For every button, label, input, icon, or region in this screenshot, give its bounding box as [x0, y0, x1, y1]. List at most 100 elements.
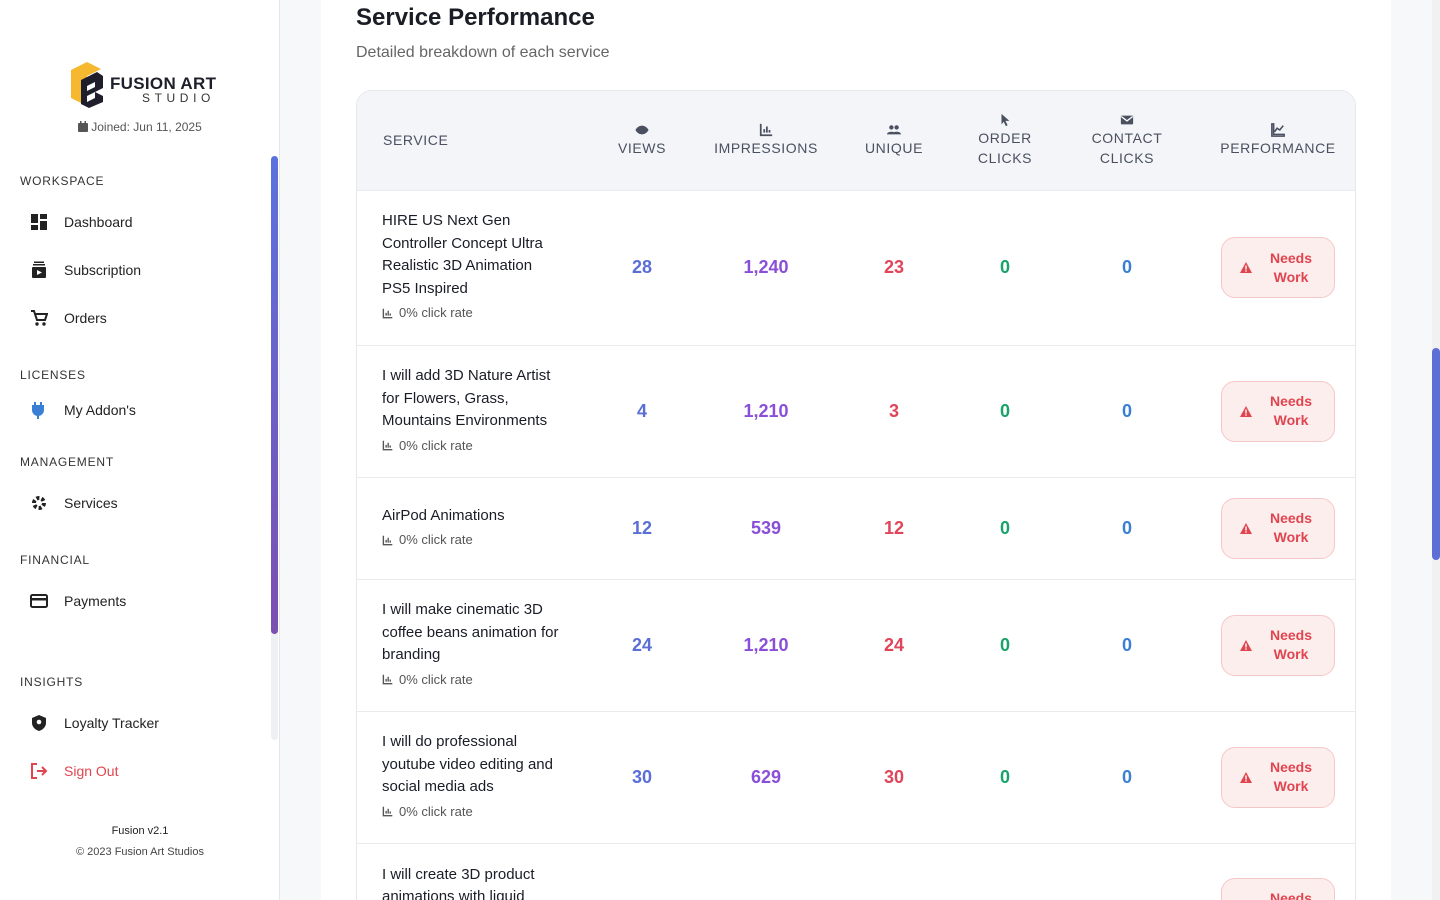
section-title: FINANCIAL	[20, 553, 90, 567]
nav-label: Services	[64, 495, 118, 511]
nav-label: Dashboard	[64, 214, 133, 230]
unique-value: 24	[883, 634, 905, 655]
order-clicks-value: 0	[999, 257, 1010, 277]
column-header-label: PERFORMANCE	[1220, 139, 1336, 156]
status-badge: Needs Work	[1221, 380, 1335, 442]
section-title: LICENSES	[20, 368, 86, 382]
metric-cell: 0	[1053, 344, 1201, 477]
impressions-value: 1,240	[743, 257, 789, 277]
metric-cell: 0	[1053, 189, 1201, 345]
order-clicks-value: 0	[999, 634, 1010, 655]
table-row: I will do professional youtube video edi…	[357, 710, 1355, 843]
column-header-label: VIEWS	[617, 139, 667, 156]
metric-cell: 0	[957, 476, 1053, 579]
column-header: CONTACT CLICKS	[1053, 91, 1201, 190]
metric-cell: 24	[583, 578, 701, 711]
status-label: Needs Work	[1269, 627, 1313, 662]
nav-label: Payments	[64, 593, 127, 609]
section-title: INSIGHTS	[20, 675, 84, 689]
column-header: PERFORMANCE	[1201, 91, 1355, 190]
column-header-label: ORDER CLICKS	[977, 129, 1033, 166]
joined-text: Joined: Jun 11, 2025	[91, 120, 202, 134]
metric-cell: 0	[957, 344, 1053, 477]
metric-cell	[957, 842, 1053, 900]
logo-sub: STUDIO	[142, 91, 215, 105]
status-label: Needs Work	[1269, 759, 1313, 794]
table-row: I will make cinematic 3D coffee beans an…	[357, 578, 1355, 711]
column-header-label: IMPRESSIONS	[714, 139, 818, 156]
performance-table: SERVICE VIEWS IMPRESSIONS UNIQUE ORDER CLICK…	[357, 91, 1355, 900]
performance-cell: Needs Work	[1201, 710, 1355, 843]
status-badge: Needs Work	[1221, 746, 1335, 808]
nav-item[interactable]: Subscription	[30, 258, 141, 282]
nav-item[interactable]: Payments	[30, 589, 126, 613]
views-value: 28	[631, 257, 653, 277]
click-rate-text: 0% click rate	[399, 803, 473, 819]
version: Fusion v2.1	[111, 825, 169, 837]
section-subtitle: Detailed breakdown of each service	[356, 44, 610, 61]
table-row: I will add 3D Nature Artist for Flowers,…	[357, 344, 1355, 477]
unique-value: 12	[883, 517, 905, 538]
nav-label: Orders	[64, 310, 107, 326]
status-label: Needs Work	[1269, 510, 1313, 545]
metric-cell: 0	[1053, 710, 1201, 843]
click-rate-text: 0% click rate	[399, 532, 473, 547]
views-value: 30	[631, 766, 653, 787]
service-cell: I will do professional youtube video edi…	[357, 710, 583, 843]
status-label: Needs Work	[1269, 393, 1313, 428]
metric-cell: 3	[831, 344, 957, 477]
impressions-value: 1,210	[743, 400, 789, 421]
nav-item[interactable]: My Addon's	[30, 398, 136, 422]
service-cell: I will create 3D product animations with…	[357, 842, 583, 900]
metric-cell	[583, 842, 701, 900]
table-container: SERVICE VIEWS IMPRESSIONS UNIQUE ORDER CLICK…	[356, 90, 1356, 900]
metric-cell: 12	[583, 476, 701, 579]
contact-clicks-value: 0	[1121, 400, 1132, 421]
column-header: VIEWS	[583, 91, 701, 190]
logo-name: FUSION ART	[110, 74, 217, 93]
service-cell: I will make cinematic 3D coffee beans an…	[357, 578, 583, 711]
order-clicks-value: 0	[999, 766, 1010, 787]
click-rate: 0% click rate	[382, 801, 563, 824]
status-label: Needs Work	[1269, 249, 1313, 285]
metric-cell	[831, 842, 957, 900]
service-name: I will make cinematic 3D coffee beans an…	[382, 601, 559, 663]
click-rate-text: 0% click rate	[399, 437, 473, 453]
nav-item[interactable]: Services	[30, 491, 118, 515]
column-header-label: CONTACT CLICKS	[1091, 129, 1163, 166]
nav-item[interactable]: Loyalty Tracker	[30, 711, 159, 735]
click-rate-text: 0% click rate	[399, 305, 473, 321]
metric-cell: 539	[701, 476, 831, 579]
performance-cell: Needs Work	[1201, 578, 1355, 711]
nav-item[interactable]: Orders	[30, 306, 107, 330]
views-value: 24	[631, 634, 653, 655]
sidebar-scroll-thumb[interactable]	[271, 156, 278, 634]
click-rate: 0% click rate	[382, 302, 563, 325]
metric-cell: 24	[831, 578, 957, 711]
service-name: I will add 3D Nature Artist for Flowers,…	[382, 367, 551, 429]
nav-item[interactable]: Dashboard	[30, 210, 133, 234]
service-cell: HIRE US Next Gen Controller Concept Ultr…	[357, 189, 583, 345]
section-title: WORKSPACE	[20, 174, 105, 188]
section-title: MANAGEMENT	[20, 455, 115, 469]
service-name: I will create 3D product animations with…	[382, 865, 535, 900]
nav-label: Loyalty Tracker	[64, 715, 159, 731]
status-badge: Needs Work	[1221, 237, 1335, 298]
click-rate: 0% click rate	[382, 529, 563, 552]
status-badge: Needs Work	[1221, 614, 1335, 676]
metric-cell: 1,210	[701, 578, 831, 711]
sign-out[interactable]: Sign Out	[30, 759, 118, 783]
metric-cell: 23	[831, 189, 957, 345]
impressions-value: 539	[750, 517, 782, 538]
metric-cell	[1053, 842, 1201, 900]
logo-icon	[71, 62, 103, 108]
nav-label: Subscription	[64, 262, 142, 278]
click-rate: 0% click rate	[382, 669, 563, 692]
views-value: 12	[631, 517, 653, 538]
contact-clicks-value: 0	[1121, 257, 1132, 277]
page-scroll-thumb[interactable]	[1432, 348, 1440, 560]
unique-value: 30	[883, 766, 905, 787]
metric-cell: 0	[957, 578, 1053, 711]
metric-cell: 28	[583, 189, 701, 345]
